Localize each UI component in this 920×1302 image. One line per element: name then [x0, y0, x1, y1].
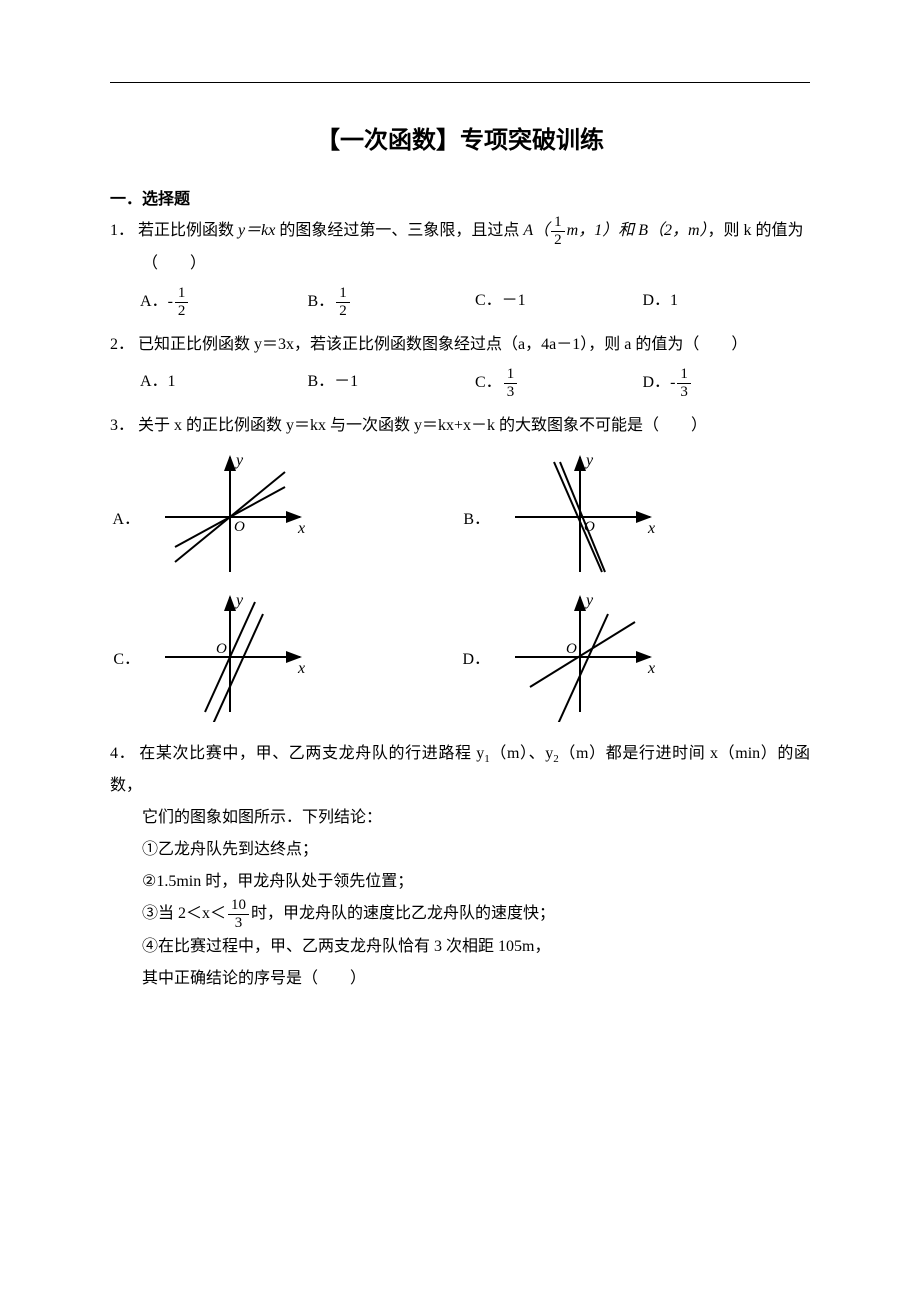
q1-number: 1．	[110, 222, 134, 239]
q3-cell-d: D． x y O	[460, 592, 810, 722]
question-4: 4．在某次比赛中，甲、乙两支龙舟队的行进路程 y1（m）、y2（m）都是行进时间…	[110, 738, 810, 995]
q3-row1: A． x y O B． x y O	[110, 452, 810, 582]
q1-opt-c[interactable]: C．－1	[475, 286, 643, 319]
q3-text: 关于 x 的正比例函数 y＝kx 与一次函数 y＝kx+x－k 的大致图象不可能…	[138, 417, 707, 434]
q3-cell-a: A． x y O	[110, 452, 460, 582]
svg-text:O: O	[234, 519, 245, 535]
q2-number: 2．	[110, 336, 134, 353]
section-heading: 一．选择题	[110, 185, 810, 209]
q1-opt-d[interactable]: D．1	[643, 286, 811, 319]
q4-t2: （m）、y	[490, 745, 554, 762]
q2-text: 已知正比例函数 y＝3x，若该正比例函数图象经过点（a，4a－1），则 a 的值…	[138, 336, 747, 353]
q1-t2: 的图象经过第一、三象限，且过点	[275, 222, 523, 239]
svg-text:y: y	[234, 592, 244, 609]
top-rule	[110, 82, 810, 83]
q4-t1: 在某次比赛中，甲、乙两支龙舟队的行进路程 y	[139, 745, 484, 762]
q2-opt-b[interactable]: B．－1	[308, 367, 476, 400]
q4-last: 其中正确结论的序号是（ ）	[142, 963, 810, 995]
q3-chart-c: x y O	[150, 592, 310, 722]
svg-text:x: x	[297, 520, 305, 537]
q4-number: 4．	[110, 745, 135, 762]
q3-label-a: A．	[110, 505, 140, 529]
svg-text:x: x	[297, 660, 305, 677]
q1-opt-b[interactable]: B．12	[308, 286, 476, 319]
q3-number: 3．	[110, 417, 134, 434]
q1-opt-a[interactable]: A．-12	[140, 286, 308, 319]
question-1: 1．若正比例函数 y＝kx 的图象经过第一、三象限，且过点 A（12m，1）和 …	[110, 215, 810, 280]
q1-pa-pre: A（	[523, 222, 549, 239]
q1-eq: y＝kx	[238, 222, 275, 239]
q2-opt-d[interactable]: D．-13	[643, 367, 811, 400]
q4-item3: ③当 2＜x＜103时，甲龙舟队的速度比乙龙舟队的速度快；	[142, 898, 810, 931]
document-title: 【一次函数】专项突破训练	[110, 120, 810, 155]
q3-cell-c: C． x y O	[110, 592, 460, 722]
q4-line2: 它们的图象如图所示．下列结论：	[142, 802, 810, 834]
q4-item4: ④在比赛过程中，甲、乙两支龙舟队恰有 3 次相距 105m，	[142, 931, 810, 963]
q3-cell-b: B． x y O	[460, 452, 810, 582]
svg-text:O: O	[216, 641, 227, 657]
q2-opt-a[interactable]: A．1	[140, 367, 308, 400]
q3-chart-d: x y O	[500, 592, 660, 722]
q1-options: A．-12 B．12 C．－1 D．1	[140, 286, 810, 319]
question-3: 3．关于 x 的正比例函数 y＝kx 与一次函数 y＝kx+x－k 的大致图象不…	[110, 410, 810, 442]
q3-chart-b: x y O	[500, 452, 660, 582]
q4-item2: ②1.5min 时，甲龙舟队处于领先位置；	[142, 866, 810, 898]
q3-label-d: D．	[460, 645, 490, 669]
q2-options: A．1 B．－1 C．13 D．-13	[140, 367, 810, 400]
q3-label-b: B．	[460, 505, 490, 529]
q1-pb: B（2，m）	[638, 222, 707, 239]
q1-t3: ，则 k 的值为	[708, 222, 804, 239]
q3-chart-a: x y O	[150, 452, 310, 582]
svg-text:y: y	[584, 592, 594, 609]
q1-bracket: （ ）	[142, 248, 810, 280]
question-2: 2．已知正比例函数 y＝3x，若该正比例函数图象经过点（a，4a－1），则 a …	[110, 329, 810, 361]
q3-label-c: C．	[110, 645, 140, 669]
svg-text:y: y	[584, 452, 594, 469]
q1-pa-mid: m，1）和	[567, 222, 639, 239]
q1-t1: 若正比例函数	[138, 222, 238, 239]
svg-text:x: x	[647, 520, 655, 537]
q4-item1: ①乙龙舟队先到达终点；	[142, 834, 810, 866]
svg-text:O: O	[566, 641, 577, 657]
svg-text:y: y	[234, 452, 244, 469]
q3-row2: C． x y O D． x y O	[110, 592, 810, 722]
q2-opt-c[interactable]: C．13	[475, 367, 643, 400]
q1-frac: 12	[551, 215, 565, 248]
svg-text:x: x	[647, 660, 655, 677]
